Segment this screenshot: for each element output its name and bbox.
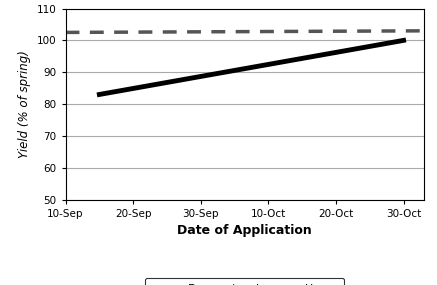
X-axis label: Date of Application: Date of Application	[177, 224, 312, 237]
Legend: Depressional, Upper: Depressional, Upper	[145, 278, 344, 285]
Y-axis label: Yield (% of spring): Yield (% of spring)	[18, 50, 31, 158]
